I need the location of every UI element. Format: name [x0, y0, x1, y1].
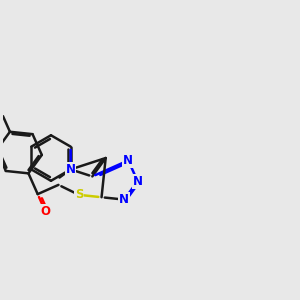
- Text: O: O: [40, 205, 51, 218]
- Text: N: N: [133, 175, 142, 188]
- Text: S: S: [75, 188, 83, 201]
- Text: N: N: [66, 163, 76, 176]
- Text: N: N: [123, 154, 133, 167]
- Text: N: N: [119, 193, 129, 206]
